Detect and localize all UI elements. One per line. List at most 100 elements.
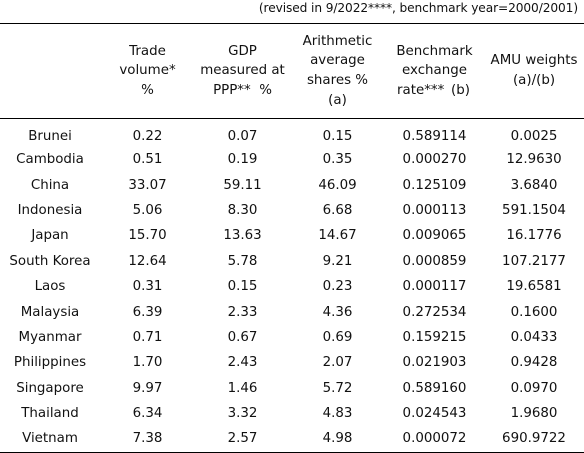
weight-cell: 0.0433: [510, 329, 558, 345]
header-gdp-ppp: GDP measured at PPP** %: [195, 24, 290, 119]
trade-cell: 1.70: [132, 355, 163, 371]
rate-cell: 0.589114: [402, 128, 467, 144]
table-row: Laos 0.31 0.15 0.23 0.000117 19.6581: [0, 274, 584, 299]
country-cell: Malaysia: [20, 304, 80, 320]
trade-cell: 15.70: [128, 228, 167, 244]
header-line: measured at: [200, 63, 285, 79]
header-row: Trade volume* % GDP measured at PPP** % …: [0, 23, 584, 119]
table-row: South Korea 12.64 5.78 9.21 0.000859 107…: [0, 249, 584, 274]
weight-cell: 16.1776: [506, 228, 562, 244]
country-cell: Thailand: [21, 406, 79, 422]
shares-cell: 4.83: [322, 406, 353, 422]
rate-cell: 0.000072: [385, 426, 484, 453]
gdp-cell: 5.78: [227, 253, 258, 269]
header-average-shares: Arithmetic average shares % (a): [290, 24, 385, 119]
rate-cell: 0.589160: [402, 380, 467, 396]
shares-cell: 0.35: [322, 152, 353, 168]
table-row: Singapore 9.97 1.46 5.72 0.589160 0.0970: [0, 376, 584, 401]
gdp-cell: 0.15: [227, 279, 258, 295]
country-cell: Laos: [34, 279, 66, 295]
country-cell: Japan: [31, 228, 69, 244]
country-cell: Brunei: [28, 128, 72, 144]
rate-cell: 0.024543: [402, 406, 467, 422]
shares-cell: 4.36: [322, 304, 353, 320]
table-row: Japan 15.70 13.63 14.67 0.009065 16.1776: [0, 223, 584, 248]
gdp-cell: 8.30: [227, 202, 258, 218]
table-row: Cambodia 0.51 0.19 0.35 0.000270 12.9630: [0, 147, 584, 172]
trade-cell: 9.97: [132, 380, 163, 396]
country-cell: Philippines: [13, 355, 87, 371]
weight-cell: 591.1504: [502, 202, 566, 218]
weight-cell: 19.6581: [506, 279, 562, 295]
gdp-cell: 1.46: [227, 380, 258, 396]
trade-cell: 12.64: [128, 253, 167, 269]
rate-cell: 0.000113: [402, 202, 467, 218]
weight-cell: 0.0970: [510, 380, 558, 396]
trade-cell: 6.34: [132, 406, 163, 422]
rate-cell: 0.000117: [402, 279, 467, 295]
header-line: volume*: [119, 63, 176, 79]
gdp-cell: 13.63: [223, 228, 262, 244]
table-row: Myanmar 0.71 0.67 0.69 0.159215 0.0433: [0, 325, 584, 350]
header-trade-volume: Trade volume* %: [100, 24, 195, 119]
rate-cell: 0.009065: [402, 228, 467, 244]
shares-cell: 14.67: [318, 228, 357, 244]
header-line: Benchmark: [396, 43, 473, 59]
gdp-cell: 0.67: [227, 329, 258, 345]
country-cell: Indonesia: [17, 202, 83, 218]
header-line: PPP** %: [213, 82, 272, 98]
trade-cell: 0.22: [132, 128, 163, 144]
country-cell: China: [30, 177, 70, 193]
trade-cell: 0.71: [132, 329, 163, 345]
header-line: Arithmetic: [302, 33, 373, 49]
trade-cell: 6.39: [132, 304, 163, 320]
shares-cell: 0.15: [322, 128, 353, 144]
weight-cell: 0.0025: [510, 128, 558, 144]
header-line-left: rate***: [397, 82, 445, 98]
revision-note: (revised in 9/2022****, benchmark year=2…: [258, 1, 578, 15]
trade-cell: 0.51: [132, 152, 163, 168]
gdp-cell: 59.11: [223, 177, 262, 193]
gdp-cell: 0.19: [227, 152, 258, 168]
weight-cell: 0.9428: [510, 355, 558, 371]
rate-cell: 0.021903: [402, 355, 467, 371]
header-line-right: (b): [451, 82, 470, 98]
header-benchmark-rate: Benchmark exchange rate*** (b): [385, 24, 484, 119]
header-line: AMU weights: [490, 53, 578, 69]
amu-weights-table: Trade volume* % GDP measured at PPP** % …: [0, 23, 584, 453]
weight-cell: 3.6840: [510, 177, 558, 193]
country-cell: Vietnam: [0, 426, 100, 453]
rate-cell: 0.159215: [402, 329, 467, 345]
header-line: Trade: [129, 43, 166, 59]
table-row: Malaysia 6.39 2.33 4.36 0.272534 0.1600: [0, 299, 584, 324]
gdp-cell: 2.57: [195, 426, 290, 453]
country-cell: Myanmar: [18, 329, 82, 345]
country-cell: Cambodia: [16, 152, 84, 168]
table-body: Brunei 0.22 0.07 0.15 0.589114 0.0025 Ca…: [0, 119, 584, 453]
weight-cell: 107.2177: [502, 253, 566, 269]
header-line: rate*** (b): [387, 81, 482, 101]
rate-cell: 0.125109: [402, 177, 467, 193]
trade-cell: 0.31: [132, 279, 163, 295]
gdp-cell: 3.32: [227, 406, 258, 422]
weight-cell: 0.1600: [510, 304, 558, 320]
header-country: [0, 24, 100, 119]
rate-cell: 0.000859: [402, 253, 467, 269]
shares-cell: 5.72: [322, 380, 353, 396]
shares-cell: 4.98: [290, 426, 385, 453]
trade-cell: 5.06: [132, 202, 163, 218]
gdp-cell: 2.43: [227, 355, 258, 371]
country-cell: South Korea: [9, 253, 91, 269]
table-row: Thailand 6.34 3.32 4.83 0.024543 1.9680: [0, 401, 584, 426]
weight-cell: 690.9722: [484, 426, 584, 453]
shares-cell: 9.21: [322, 253, 353, 269]
rate-cell: 0.272534: [402, 304, 467, 320]
header-line: (a): [328, 92, 347, 108]
shares-cell: 0.23: [322, 279, 353, 295]
header-line: exchange: [402, 63, 467, 79]
trade-cell: 7.38: [100, 426, 195, 453]
header-amu-weights: AMU weights (a)/(b): [484, 24, 584, 119]
shares-cell: 46.09: [318, 177, 357, 193]
header-line: shares %: [306, 73, 369, 88]
